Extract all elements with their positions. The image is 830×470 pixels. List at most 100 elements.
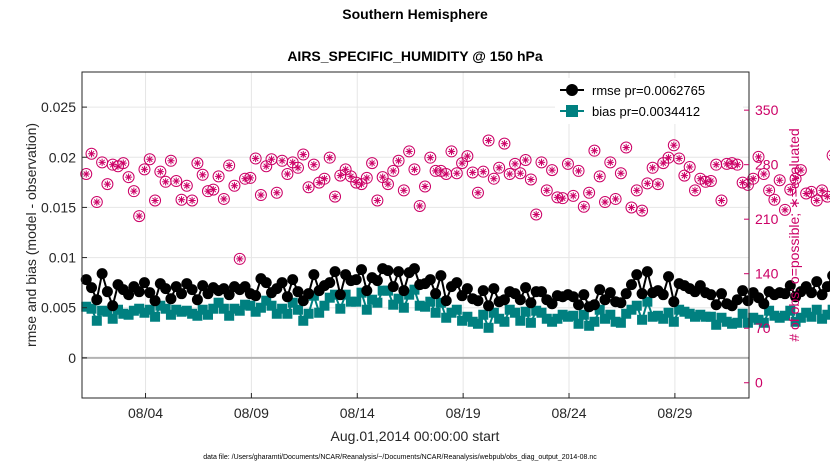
obs-count-point (567, 189, 580, 202)
obs-count-point (593, 170, 606, 183)
obs-count-point (133, 210, 146, 223)
rmse-point (197, 280, 209, 292)
bias-point (303, 308, 314, 319)
bias-point (218, 303, 229, 314)
bias-point (552, 313, 563, 324)
bias-point (774, 312, 785, 323)
bias-point (795, 312, 806, 323)
bias-point (393, 293, 404, 304)
bias-point (668, 316, 679, 327)
bias-point (351, 296, 362, 307)
obs-count-point (731, 158, 744, 171)
rmse-layer (80, 263, 830, 313)
bias-point (472, 318, 483, 329)
obs-count-point (609, 192, 622, 205)
bias-point (208, 303, 219, 314)
obs-count-point (371, 194, 384, 207)
chart-title: Southern Hemisphere (342, 6, 488, 22)
rmse-point (176, 288, 188, 300)
bias-point (467, 316, 478, 327)
obs-count-point (281, 168, 294, 181)
bias-point (615, 317, 626, 328)
obs-count-point (461, 150, 474, 163)
bias-point (97, 305, 108, 316)
rmse-point (144, 287, 156, 299)
obs-count-point (138, 163, 151, 176)
bias-point (462, 311, 473, 322)
rmse-point (625, 279, 637, 291)
obs-count-point (514, 167, 527, 180)
obs-count-point (85, 147, 98, 160)
obs-count-point (667, 139, 680, 152)
bias-point (584, 320, 595, 331)
obs-count-point (207, 183, 220, 196)
rmse-point (292, 286, 304, 298)
rmse-point (276, 277, 288, 289)
obs-count-point (540, 184, 553, 197)
bias-point (420, 301, 431, 312)
obs-count-point (212, 170, 225, 183)
bias-point (430, 307, 441, 318)
y-axis-label-left: rmse and bias (model - observation) (23, 123, 39, 347)
rmse-point (821, 281, 830, 293)
bias-point (573, 318, 584, 329)
obs-count-point (302, 181, 315, 194)
bias-point (589, 316, 600, 327)
bias-point (176, 306, 187, 317)
bias-point (557, 309, 568, 320)
obs-count-point (127, 185, 140, 198)
obs-count-point (233, 252, 246, 265)
rmse-point (737, 285, 749, 297)
bias-point (319, 300, 330, 311)
obs-count-point (90, 196, 103, 209)
rmse-point (123, 289, 135, 301)
obs-count-point (419, 180, 432, 193)
obs-count-point (191, 157, 204, 170)
obs-count-point (175, 193, 188, 206)
bias-point (81, 301, 92, 312)
rmse-point (525, 297, 537, 309)
obs-count-point (530, 208, 543, 221)
obs-count-point (223, 159, 236, 172)
bias-point (811, 304, 822, 315)
legend-rmse-label: rmse pr=0.0062765 (592, 83, 705, 98)
obs-count-point (450, 167, 463, 180)
bias-point (435, 297, 446, 308)
obs-count-point (270, 186, 283, 199)
bias-point (308, 290, 319, 301)
rmse-point (424, 274, 436, 286)
obs-count-point (630, 184, 643, 197)
obs-count-point (397, 184, 410, 197)
y-tick-label-right: 70 (755, 320, 771, 336)
bias-point (690, 311, 701, 322)
obs-count-point (217, 192, 230, 205)
obs-count-point (636, 204, 649, 217)
obs-count-point (747, 172, 760, 185)
bias-point (441, 312, 452, 323)
legend-bias-label: bias pr=0.0034412 (592, 104, 700, 119)
obs-count-point (244, 171, 257, 184)
bias-point (144, 304, 155, 315)
bias-point (679, 306, 690, 317)
rmse-point (663, 271, 675, 283)
obs-count-point (477, 165, 490, 178)
bias-point (345, 296, 356, 307)
bias-point (314, 307, 325, 318)
axes: 0 0.005 0.01 0.015 0.02 0.025 0 70 140 210 280 350 0… (41, 99, 779, 421)
rmse-point (281, 291, 293, 303)
bias-point (271, 308, 282, 319)
rmse-point (731, 294, 743, 306)
obs-count-point (810, 194, 823, 207)
data-file-footnote: data file: /Users/gharamti/Documents/NCA… (203, 454, 597, 461)
rmse-point (138, 277, 150, 289)
obs-count-point (196, 168, 209, 181)
obs-count-point (678, 169, 691, 182)
bias-point (520, 306, 531, 317)
rmse-point (133, 286, 145, 298)
obs-count-point (546, 164, 559, 177)
bias-point (562, 311, 573, 322)
bias-point (748, 312, 759, 323)
y-tick-label-right: 210 (755, 211, 779, 227)
obs-count-point (291, 161, 304, 174)
